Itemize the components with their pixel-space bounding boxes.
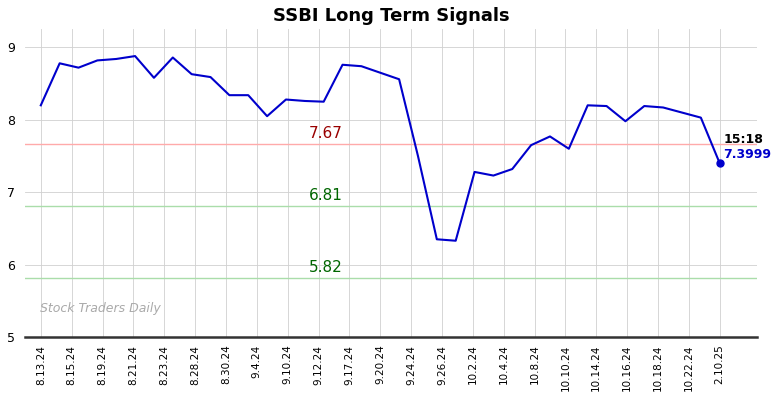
Text: 7.3999: 7.3999 [724, 148, 771, 161]
Text: 5.82: 5.82 [309, 260, 343, 275]
Title: SSBI Long Term Signals: SSBI Long Term Signals [273, 7, 510, 25]
Text: 15:18: 15:18 [724, 133, 764, 146]
Text: 6.81: 6.81 [309, 188, 343, 203]
Text: Stock Traders Daily: Stock Traders Daily [40, 302, 161, 316]
Text: 7.67: 7.67 [309, 126, 343, 141]
